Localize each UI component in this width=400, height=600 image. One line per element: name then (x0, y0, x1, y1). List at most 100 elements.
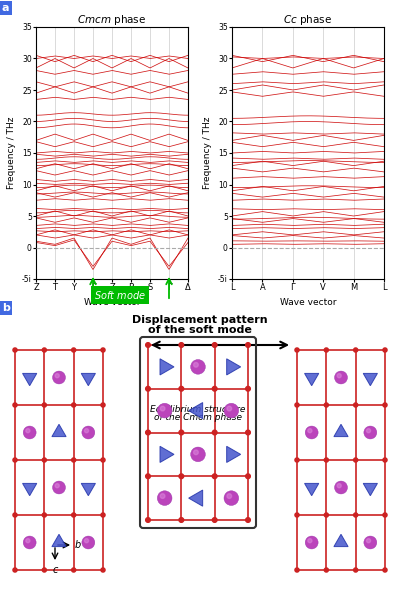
Circle shape (179, 474, 184, 479)
Circle shape (179, 430, 184, 435)
Circle shape (179, 518, 184, 523)
Text: b: b (75, 540, 81, 550)
Circle shape (13, 348, 17, 352)
Circle shape (26, 428, 30, 433)
Circle shape (52, 481, 66, 494)
X-axis label: Wave vector: Wave vector (280, 298, 336, 307)
Text: of the soft mode: of the soft mode (148, 325, 252, 335)
Polygon shape (81, 373, 96, 386)
Circle shape (101, 403, 105, 407)
Circle shape (194, 362, 198, 367)
Circle shape (13, 513, 17, 517)
Circle shape (354, 348, 358, 352)
Circle shape (191, 447, 205, 462)
Polygon shape (52, 424, 66, 437)
Circle shape (295, 348, 299, 352)
Circle shape (212, 518, 217, 523)
Y-axis label: Frequency / THz: Frequency / THz (8, 117, 16, 189)
Polygon shape (189, 490, 203, 506)
Y-axis label: Frequency / THz: Frequency / THz (204, 117, 212, 189)
Polygon shape (160, 359, 174, 375)
Circle shape (354, 458, 358, 462)
Circle shape (324, 458, 328, 462)
Circle shape (42, 348, 46, 352)
Circle shape (383, 348, 387, 352)
Circle shape (246, 343, 250, 347)
Circle shape (212, 343, 217, 347)
Circle shape (55, 374, 59, 378)
Circle shape (101, 458, 105, 462)
Circle shape (295, 513, 299, 517)
Polygon shape (189, 403, 203, 419)
Circle shape (224, 491, 239, 505)
Circle shape (157, 403, 172, 418)
Circle shape (334, 371, 348, 384)
Circle shape (366, 428, 370, 433)
Circle shape (101, 568, 105, 572)
Circle shape (212, 474, 217, 479)
Polygon shape (22, 373, 37, 386)
Circle shape (364, 426, 377, 439)
Circle shape (246, 518, 250, 523)
Polygon shape (304, 484, 319, 496)
Circle shape (324, 568, 328, 572)
Text: c: c (52, 565, 58, 575)
Circle shape (157, 491, 172, 505)
Circle shape (308, 428, 312, 433)
Text: b: b (2, 303, 10, 313)
Circle shape (179, 386, 184, 391)
Circle shape (23, 426, 36, 439)
Polygon shape (52, 534, 66, 547)
Circle shape (82, 536, 95, 549)
Circle shape (337, 484, 341, 488)
Circle shape (42, 403, 46, 407)
Circle shape (354, 568, 358, 572)
Circle shape (13, 403, 17, 407)
Text: of the Cmcm phase: of the Cmcm phase (154, 413, 242, 422)
Polygon shape (334, 534, 348, 547)
Polygon shape (227, 446, 241, 463)
Circle shape (308, 539, 312, 543)
Circle shape (246, 430, 250, 435)
Circle shape (354, 403, 358, 407)
Circle shape (13, 568, 17, 572)
Circle shape (324, 403, 328, 407)
Circle shape (72, 458, 76, 462)
Circle shape (366, 539, 370, 543)
Circle shape (305, 536, 318, 549)
Text: Displacement pattern: Displacement pattern (132, 315, 268, 325)
Polygon shape (160, 446, 174, 463)
Circle shape (383, 513, 387, 517)
Circle shape (295, 458, 299, 462)
Circle shape (42, 458, 46, 462)
Circle shape (146, 430, 150, 435)
Circle shape (224, 403, 239, 418)
Circle shape (42, 513, 46, 517)
Circle shape (72, 403, 76, 407)
Circle shape (101, 513, 105, 517)
Text: Equilibrium structure: Equilibrium structure (150, 406, 246, 415)
Circle shape (295, 403, 299, 407)
Circle shape (194, 450, 198, 455)
Title: $\it{Cc}$ phase: $\it{Cc}$ phase (284, 13, 332, 27)
Circle shape (146, 386, 150, 391)
Circle shape (324, 348, 328, 352)
Circle shape (305, 426, 318, 439)
Polygon shape (363, 484, 378, 496)
Circle shape (212, 386, 217, 391)
Circle shape (227, 494, 232, 499)
Circle shape (146, 518, 150, 523)
Circle shape (52, 371, 66, 384)
Circle shape (146, 474, 150, 479)
Circle shape (55, 484, 59, 488)
Circle shape (354, 513, 358, 517)
Circle shape (72, 568, 76, 572)
Text: $\it{Soft\ mode}$: $\it{Soft\ mode}$ (94, 289, 146, 301)
Polygon shape (227, 359, 241, 375)
Circle shape (146, 343, 150, 347)
Circle shape (191, 359, 205, 374)
Polygon shape (334, 424, 348, 437)
Circle shape (334, 481, 348, 494)
Circle shape (246, 386, 250, 391)
Circle shape (246, 474, 250, 479)
